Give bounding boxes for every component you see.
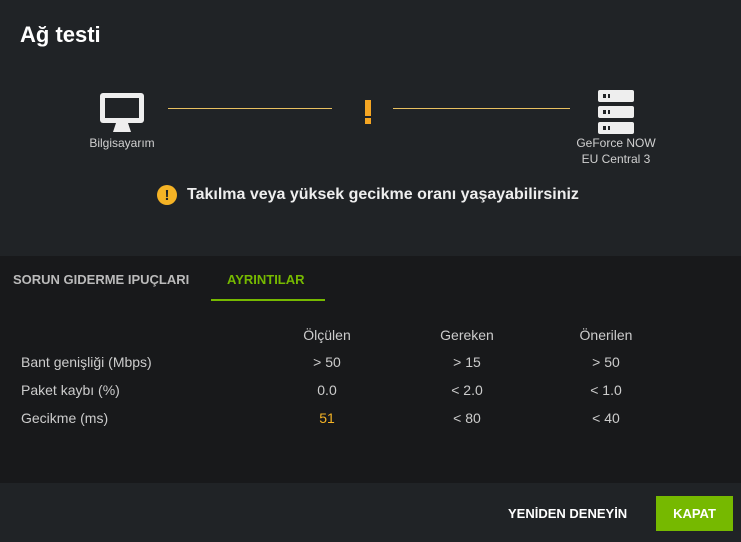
header-measured: Ölçülen [303,327,351,343]
cell-latency-warning: 51 [319,410,335,426]
cell: > 50 [313,354,341,370]
server-region: EU Central 3 [581,152,651,166]
cell: < 40 [592,410,620,426]
tab-details[interactable]: AYRINTILAR [227,272,305,287]
active-tab-indicator [211,299,325,301]
retry-button[interactable]: YENİDEN DENEYİN [508,506,628,521]
warning-text: Takılma veya yüksek gecikme oranı yaşaya… [187,186,579,203]
cell: < 80 [453,410,481,426]
dialog-title: Ağ testi [20,22,101,47]
details-panel: SORUN GIDERME IPUÇLARI AYRINTILAR Ölçüle… [0,256,741,483]
row-label-bandwidth: Bant genişliği (Mbps) [21,354,152,370]
cell: < 2.0 [451,382,483,398]
server-icon [598,90,634,134]
connection-line-left [168,108,332,109]
warning-icon: ! [157,185,177,205]
server-label: GeForce NOW EU Central 3 [566,135,666,167]
row-label-latency: Gecikme (ms) [21,410,109,426]
cell: > 15 [453,354,481,370]
warning-message: ! Takılma veya yüksek gecikme oranı yaşa… [157,185,579,205]
cell: < 1.0 [590,382,622,398]
computer-label: Bilgisayarım [89,136,155,150]
row-label-packet-loss: Paket kaybı (%) [21,382,120,398]
connection-line-right [393,108,570,109]
computer-icon [100,93,144,132]
header-required: Gereken [440,327,494,343]
cell: > 50 [592,354,620,370]
close-button[interactable]: KAPAT [656,496,733,531]
cell: 0.0 [317,382,337,398]
header-recommended: Önerilen [579,327,633,343]
exclamation-icon [362,96,374,126]
tab-troubleshooting-tips[interactable]: SORUN GIDERME IPUÇLARI [13,272,190,287]
server-name: GeForce NOW [576,136,656,150]
